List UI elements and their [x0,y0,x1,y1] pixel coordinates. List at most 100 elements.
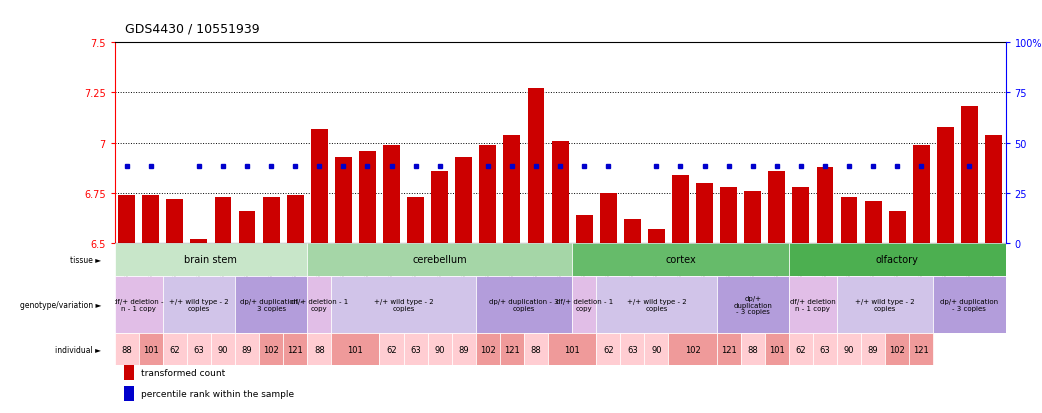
Bar [765,334,789,365]
Text: 90: 90 [218,345,228,354]
Bar [307,243,572,276]
Bar [551,141,569,243]
Bar [163,276,235,334]
Bar [789,276,837,334]
Text: 62: 62 [603,345,614,354]
Text: 102: 102 [685,345,700,354]
Bar [985,135,1002,243]
Bar [572,243,789,276]
Text: tissue ►: tissue ► [70,255,101,264]
Text: 63: 63 [820,345,830,354]
Bar [479,145,496,243]
Bar [124,365,134,380]
Bar [283,334,307,365]
Text: olfactory: olfactory [875,254,919,265]
Text: 89: 89 [458,345,469,354]
Bar [235,276,307,334]
Text: 101: 101 [564,345,580,354]
Text: df/+ deletion - 1
copy: df/+ deletion - 1 copy [555,299,613,311]
Text: 88: 88 [747,345,759,354]
Bar [124,386,134,401]
Text: 121: 121 [288,345,303,354]
Bar [792,187,810,243]
Text: 62: 62 [387,345,397,354]
Bar [889,211,905,243]
Bar [455,157,472,243]
Bar [768,171,786,243]
Text: cerebellum: cerebellum [413,254,467,265]
Bar [837,334,861,365]
Bar [476,334,500,365]
Bar [191,239,207,243]
Text: 121: 121 [504,345,520,354]
Text: 89: 89 [242,345,252,354]
Bar [383,145,400,243]
Text: 90: 90 [435,345,445,354]
Bar [720,187,737,243]
Bar [115,243,307,276]
Bar [403,334,427,365]
Bar [648,229,665,243]
Text: 90: 90 [844,345,854,354]
Text: +/+ wild type - 2
copies: +/+ wild type - 2 copies [855,299,915,311]
Bar [263,197,279,243]
Bar [239,211,255,243]
Bar [167,199,183,243]
Text: 121: 121 [721,345,737,354]
Bar [717,334,741,365]
Bar [139,334,163,365]
Bar [307,334,331,365]
Bar [500,334,524,365]
Bar [407,197,424,243]
Bar [934,276,1006,334]
Bar [861,334,885,365]
Bar [572,276,596,334]
Text: 102: 102 [264,345,279,354]
Bar [961,107,977,243]
Bar [600,193,617,243]
Bar [187,334,210,365]
Bar [548,334,596,365]
Bar [431,171,448,243]
Bar [789,243,1006,276]
Bar [331,334,379,365]
Bar [644,334,668,365]
Text: 102: 102 [889,345,905,354]
Bar [452,334,476,365]
Text: percentile rank within the sample: percentile rank within the sample [142,389,295,398]
Bar [620,334,644,365]
Text: 88: 88 [121,345,132,354]
Bar [913,145,929,243]
Bar [744,191,761,243]
Bar [717,276,789,334]
Bar [235,334,259,365]
Bar [307,276,331,334]
Bar [817,167,834,243]
Text: 101: 101 [348,345,364,354]
Text: dp/+ duplication - 3
copies: dp/+ duplication - 3 copies [489,299,559,311]
Bar [910,334,934,365]
Text: 90: 90 [651,345,662,354]
Bar [596,276,717,334]
Text: cortex: cortex [665,254,696,265]
Bar [115,334,139,365]
Text: df/+ deletion -
n - 1 copy: df/+ deletion - n - 1 copy [114,299,164,311]
Bar [259,334,283,365]
Text: brain stem: brain stem [184,254,238,265]
Bar [668,334,717,365]
Text: +/+ wild type - 2
copies: +/+ wild type - 2 copies [626,299,687,311]
Text: +/+ wild type - 2
copies: +/+ wild type - 2 copies [169,299,228,311]
Text: 89: 89 [868,345,878,354]
Bar [427,334,452,365]
Text: 101: 101 [769,345,785,354]
Bar [210,334,235,365]
Bar [789,334,813,365]
Text: dp/+ duplication -
3 copies: dp/+ duplication - 3 copies [240,299,302,311]
Text: +/+ wild type - 2
copies: +/+ wild type - 2 copies [374,299,433,311]
Text: 101: 101 [143,345,158,354]
Text: 121: 121 [914,345,929,354]
Bar [696,183,713,243]
Text: GDS4430 / 10551939: GDS4430 / 10551939 [125,22,259,35]
Bar [576,215,593,243]
Text: 62: 62 [795,345,807,354]
